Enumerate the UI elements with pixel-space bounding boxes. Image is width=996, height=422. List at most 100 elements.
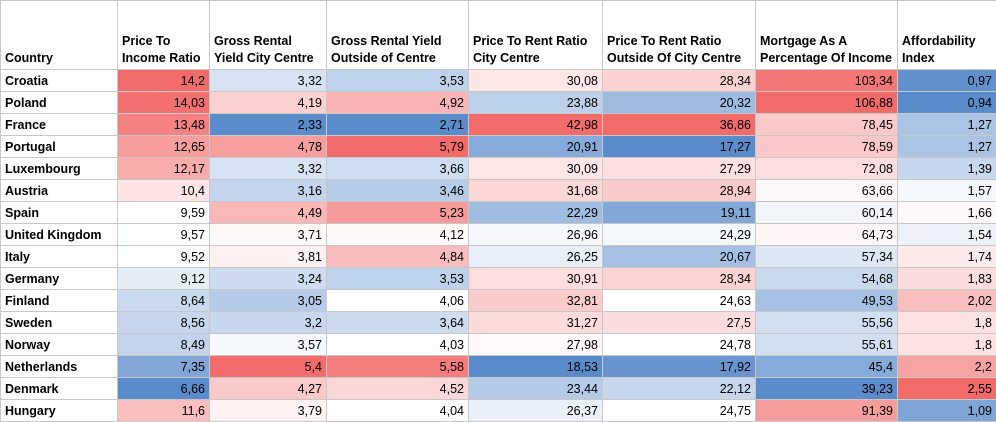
cell-price-to-income: 14,03 xyxy=(118,92,210,114)
cell-price-to-rent-outside: 17,92 xyxy=(603,356,756,378)
cell-mortgage-pct-income: 45,4 xyxy=(756,356,898,378)
cell-price-to-rent-city: 26,96 xyxy=(469,224,603,246)
cell-country: Austria xyxy=(1,180,118,202)
cell-price-to-rent-outside: 17,27 xyxy=(603,136,756,158)
cell-country: Denmark xyxy=(1,378,118,400)
cell-price-to-income: 9,52 xyxy=(118,246,210,268)
cell-price-to-rent-outside: 19,11 xyxy=(603,202,756,224)
cell-mortgage-pct-income: 55,56 xyxy=(756,312,898,334)
cell-gross-yield-outside: 4,92 xyxy=(327,92,469,114)
cell-price-to-rent-city: 18,53 xyxy=(469,356,603,378)
cell-price-to-rent-outside: 22,12 xyxy=(603,378,756,400)
header-mortgage-pct-income: Mortgage As A Percentage Of Income xyxy=(756,1,898,70)
cell-country: France xyxy=(1,114,118,136)
cell-country: United Kingdom xyxy=(1,224,118,246)
cell-gross-yield-outside: 4,04 xyxy=(327,400,469,422)
cell-price-to-rent-city: 32,81 xyxy=(469,290,603,312)
cell-gross-yield-outside: 3,53 xyxy=(327,268,469,290)
header-row: Country Price To Income Ratio Gross Rent… xyxy=(1,1,996,70)
cell-price-to-income: 12,17 xyxy=(118,158,210,180)
cell-mortgage-pct-income: 54,68 xyxy=(756,268,898,290)
cell-price-to-income: 9,59 xyxy=(118,202,210,224)
cell-price-to-income: 8,56 xyxy=(118,312,210,334)
cell-gross-yield-city: 3,24 xyxy=(210,268,327,290)
cell-gross-yield-outside: 4,12 xyxy=(327,224,469,246)
cell-country: Italy xyxy=(1,246,118,268)
cell-affordability-index: 0,97 xyxy=(898,70,996,92)
cell-price-to-rent-city: 30,08 xyxy=(469,70,603,92)
cell-price-to-rent-outside: 28,34 xyxy=(603,268,756,290)
cell-country: Germany xyxy=(1,268,118,290)
cell-price-to-rent-outside: 24,75 xyxy=(603,400,756,422)
cell-gross-yield-outside: 4,06 xyxy=(327,290,469,312)
cell-gross-yield-city: 2,33 xyxy=(210,114,327,136)
cell-country: Poland xyxy=(1,92,118,114)
cell-price-to-rent-outside: 28,34 xyxy=(603,70,756,92)
cell-affordability-index: 0,94 xyxy=(898,92,996,114)
cell-gross-yield-city: 3,32 xyxy=(210,158,327,180)
cell-gross-yield-city: 5,4 xyxy=(210,356,327,378)
cell-affordability-index: 2,2 xyxy=(898,356,996,378)
cell-affordability-index: 1,39 xyxy=(898,158,996,180)
cell-price-to-rent-city: 22,29 xyxy=(469,202,603,224)
cell-affordability-index: 2,55 xyxy=(898,378,996,400)
cell-mortgage-pct-income: 106,88 xyxy=(756,92,898,114)
cell-price-to-rent-city: 23,44 xyxy=(469,378,603,400)
cell-gross-yield-outside: 3,53 xyxy=(327,70,469,92)
cell-price-to-rent-outside: 27,29 xyxy=(603,158,756,180)
cell-price-to-rent-city: 27,98 xyxy=(469,334,603,356)
cell-mortgage-pct-income: 57,34 xyxy=(756,246,898,268)
cell-affordability-index: 1,66 xyxy=(898,202,996,224)
cell-mortgage-pct-income: 78,59 xyxy=(756,136,898,158)
header-affordability-index: Affordability Index xyxy=(898,1,996,70)
cell-gross-yield-city: 3,16 xyxy=(210,180,327,202)
cell-price-to-rent-outside: 36,86 xyxy=(603,114,756,136)
cell-affordability-index: 1,27 xyxy=(898,114,996,136)
cell-gross-yield-city: 3,2 xyxy=(210,312,327,334)
cell-price-to-income: 7,35 xyxy=(118,356,210,378)
cell-mortgage-pct-income: 63,66 xyxy=(756,180,898,202)
cell-gross-yield-city: 3,79 xyxy=(210,400,327,422)
cell-price-to-rent-city: 20,91 xyxy=(469,136,603,158)
cell-price-to-rent-city: 23,88 xyxy=(469,92,603,114)
cell-country: Croatia xyxy=(1,70,118,92)
cell-gross-yield-outside: 4,52 xyxy=(327,378,469,400)
cell-gross-yield-outside: 5,58 xyxy=(327,356,469,378)
cell-country: Portugal xyxy=(1,136,118,158)
cell-country: Luxembourg xyxy=(1,158,118,180)
header-gross-yield-outside: Gross Rental Yield Outside of Centre xyxy=(327,1,469,70)
header-country: Country xyxy=(1,1,118,70)
cell-country: Norway xyxy=(1,334,118,356)
cell-affordability-index: 1,83 xyxy=(898,268,996,290)
cell-gross-yield-outside: 3,64 xyxy=(327,312,469,334)
header-price-to-rent-city: Price To Rent Ratio City Centre xyxy=(469,1,603,70)
cell-price-to-income: 14,2 xyxy=(118,70,210,92)
cell-mortgage-pct-income: 49,53 xyxy=(756,290,898,312)
cell-country: Hungary xyxy=(1,400,118,422)
cell-affordability-index: 1,57 xyxy=(898,180,996,202)
cell-price-to-rent-outside: 27,5 xyxy=(603,312,756,334)
cell-price-to-rent-outside: 28,94 xyxy=(603,180,756,202)
cell-country: Sweden xyxy=(1,312,118,334)
cell-price-to-rent-city: 31,68 xyxy=(469,180,603,202)
cell-mortgage-pct-income: 72,08 xyxy=(756,158,898,180)
cell-gross-yield-city: 4,49 xyxy=(210,202,327,224)
cell-gross-yield-city: 3,57 xyxy=(210,334,327,356)
cell-country: Spain xyxy=(1,202,118,224)
header-gross-yield-city: Gross Rental Yield City Centre xyxy=(210,1,327,70)
cell-gross-yield-city: 4,27 xyxy=(210,378,327,400)
cell-affordability-index: 1,74 xyxy=(898,246,996,268)
cell-affordability-index: 2,02 xyxy=(898,290,996,312)
cell-country: Netherlands xyxy=(1,356,118,378)
